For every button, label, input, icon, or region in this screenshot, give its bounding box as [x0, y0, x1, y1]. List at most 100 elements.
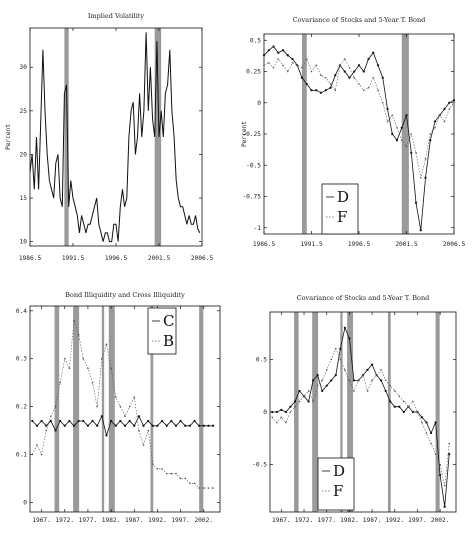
x-tick-label: 1997. [171, 517, 190, 524]
data-point [156, 424, 159, 427]
data-point [165, 424, 168, 427]
recession-band [64, 28, 69, 246]
data-point [434, 421, 437, 424]
y-tick-label: 0.5 [256, 356, 267, 363]
data-point [184, 424, 187, 427]
data-point [315, 89, 318, 92]
data-point [82, 419, 85, 423]
data-point [372, 51, 375, 54]
recession-band [312, 312, 319, 512]
legend: DF [317, 457, 355, 511]
recession-band [294, 312, 299, 512]
data-point [59, 381, 61, 384]
recession-band [108, 306, 115, 512]
x-tick-label: 1997. [408, 517, 427, 524]
data-point [298, 389, 301, 393]
data-point [439, 474, 442, 477]
data-point [188, 424, 191, 427]
data-point [403, 400, 405, 403]
data-point [202, 487, 205, 489]
data-point [170, 472, 173, 475]
data-point [179, 477, 182, 480]
y-tick-label: 0.25 [246, 69, 261, 76]
data-point [36, 444, 38, 446]
data-point [316, 374, 319, 377]
data-point [212, 487, 214, 489]
data-point [376, 64, 380, 67]
chart-panel-3: Bond Illiquidity and Cross Illiquidity 0 0… [16, 291, 221, 524]
data-point [63, 424, 66, 427]
data-point [416, 411, 419, 413]
plot-frame [29, 305, 221, 513]
data-point [312, 400, 314, 403]
data-point [114, 424, 117, 427]
data-point [429, 431, 433, 435]
data-point [49, 419, 52, 423]
data-point [334, 374, 337, 377]
data-point [443, 484, 446, 487]
data-point [353, 70, 356, 73]
data-point [414, 201, 418, 204]
y-tick-label: -0.5 [252, 462, 267, 469]
data-point [321, 379, 323, 382]
x-tick-label: 1987. [363, 517, 382, 524]
series-line-main [29, 32, 201, 243]
data-point [452, 99, 456, 102]
data-point [305, 82, 308, 86]
data-point [301, 66, 303, 69]
y-axis-label: Percent [241, 121, 248, 147]
data-point [433, 120, 437, 123]
x-tick-label: 1992. [148, 517, 167, 524]
x-tick-label: 2001.5 [395, 241, 418, 248]
data-point [138, 429, 140, 432]
x-tick-label: 1977. [79, 517, 98, 524]
data-point [405, 145, 408, 148]
data-point [272, 45, 275, 48]
data-point [362, 89, 365, 92]
recession-band [401, 34, 409, 234]
x-tick-label: 1992. [385, 517, 404, 524]
data-point [293, 400, 297, 403]
data-point [366, 390, 369, 392]
plot-frame [29, 27, 203, 247]
y-tick-label: -0.25 [242, 131, 261, 138]
data-point [31, 453, 34, 456]
x-tick-label: 1986.5 [253, 241, 276, 248]
data-point [73, 319, 75, 322]
legend-label: F [337, 208, 347, 226]
data-point [77, 419, 80, 423]
series-line-b [32, 320, 213, 489]
data-point [128, 405, 131, 408]
data-point [82, 357, 85, 360]
y-tick-label: 0.1 [16, 452, 27, 459]
data-point [198, 487, 200, 489]
data-point [277, 58, 280, 60]
data-point [315, 64, 318, 67]
data-point [329, 83, 332, 85]
data-point [421, 421, 423, 424]
data-point [434, 126, 436, 129]
data-point [395, 139, 399, 142]
data-point [105, 434, 108, 437]
data-point [276, 421, 278, 424]
data-point [77, 333, 80, 336]
data-point [329, 86, 332, 89]
data-point [372, 76, 375, 79]
x-tick-label: 2006.5 [443, 241, 466, 248]
y-tick-label: 25 [20, 108, 28, 115]
data-point [165, 472, 168, 475]
data-point [267, 61, 270, 64]
data-point [280, 416, 283, 419]
data-point [439, 463, 441, 466]
y-tick-label: 10 [20, 239, 28, 246]
x-tick-label: 1977. [317, 517, 336, 524]
data-point [380, 369, 382, 371]
recession-band [347, 312, 354, 512]
data-point [348, 379, 351, 382]
data-point [35, 424, 39, 427]
data-point [405, 114, 408, 117]
data-point [300, 76, 304, 79]
data-point [330, 379, 333, 382]
data-point [311, 379, 315, 382]
